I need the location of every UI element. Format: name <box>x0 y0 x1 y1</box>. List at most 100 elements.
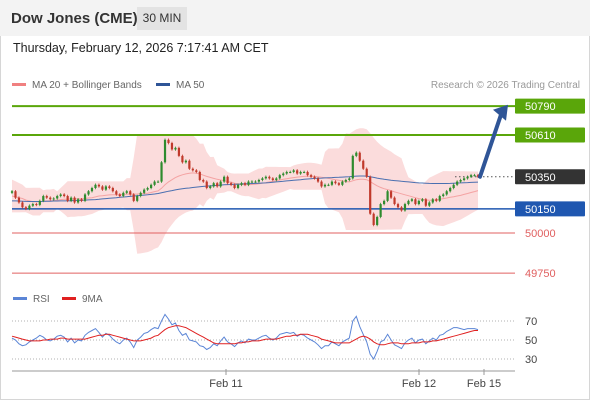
candle-body <box>369 176 372 214</box>
resistance-tag-50790 <box>515 98 585 114</box>
candle-body <box>278 175 281 179</box>
candle-body <box>125 191 128 193</box>
candle-body <box>97 184 101 187</box>
candle-body <box>452 184 455 189</box>
candle-body <box>167 139 170 144</box>
candle-body <box>264 176 267 179</box>
candle-body <box>229 183 233 185</box>
candle-body <box>122 192 125 197</box>
resistance-text-50790: 50790 <box>525 101 556 113</box>
candle-body <box>177 147 181 156</box>
candle-body <box>341 181 344 185</box>
candle-body <box>376 216 379 225</box>
rsi-tick-50: 50 <box>525 335 537 347</box>
candle-body <box>309 175 313 177</box>
candle-body <box>226 176 229 184</box>
candle-body <box>351 155 354 179</box>
candle-body <box>191 168 194 171</box>
candle-body <box>188 160 191 169</box>
candle-body <box>282 173 285 176</box>
candle-body <box>462 178 466 180</box>
candle-body <box>17 197 21 203</box>
candle-body <box>129 191 132 195</box>
candle-body <box>24 207 28 209</box>
candle-body <box>28 205 31 209</box>
candle-body <box>396 204 400 208</box>
candle-body <box>80 199 83 201</box>
legend-item-ma50: MA 50 <box>156 80 204 91</box>
candle-body <box>101 186 104 190</box>
candle-body <box>181 155 184 163</box>
candle-body <box>438 196 441 201</box>
support-text-50150: 50150 <box>525 204 556 216</box>
projection-arrow-head <box>493 104 508 121</box>
candle-body <box>150 184 153 189</box>
rsi-tick-30: 30 <box>525 354 537 366</box>
candle-body <box>83 194 87 201</box>
candle-body <box>299 171 302 174</box>
candle-body <box>313 176 316 179</box>
candle-body <box>254 181 257 183</box>
candle-body <box>449 188 452 192</box>
candle-body <box>320 181 323 187</box>
rsi-ma-swatch <box>62 297 76 300</box>
candle-body <box>355 152 358 156</box>
candle-body <box>49 197 52 200</box>
timeframe-button[interactable]: 30 MIN <box>137 7 187 30</box>
candle-body <box>132 194 135 201</box>
candle-body <box>136 196 139 201</box>
candle-body <box>285 171 288 174</box>
candle-body <box>198 171 201 180</box>
candle-body <box>56 196 59 199</box>
rsi-ma-legend-label: 9MA <box>82 294 103 305</box>
candle-body <box>73 197 76 203</box>
ma50-swatch <box>156 82 170 86</box>
candle-body <box>115 191 118 195</box>
rsi-ma-line <box>11 325 478 346</box>
candle-body <box>90 188 94 192</box>
candle-body <box>330 181 334 185</box>
candle-body <box>476 175 480 177</box>
candle-body <box>316 178 320 182</box>
candle-body <box>31 204 34 206</box>
candle-body <box>111 188 114 192</box>
candle-body <box>240 183 243 185</box>
candle-body <box>146 188 149 190</box>
candle-body <box>160 162 163 182</box>
rsi-legend-label: RSI <box>33 294 50 305</box>
candle-body <box>45 196 48 198</box>
candle-body <box>14 191 17 198</box>
instrument-title: Dow Jones (CME) <box>11 10 138 27</box>
candle-body <box>87 191 90 195</box>
candle-body <box>379 204 382 217</box>
candle-body <box>323 184 327 187</box>
candle-body <box>212 183 215 187</box>
candle-body <box>306 171 309 176</box>
candle-body <box>153 181 156 185</box>
candle-body <box>163 139 167 163</box>
candle-body <box>421 199 424 201</box>
candle-body <box>473 175 476 177</box>
level-labels: 50790 50610 50350 50150 50000 49750 <box>515 98 585 280</box>
candle-body <box>261 178 264 180</box>
candle-body <box>400 207 403 211</box>
candle-body <box>139 192 142 197</box>
candle-body <box>108 186 111 189</box>
candle-body <box>250 181 254 183</box>
candle-body <box>386 191 389 201</box>
candle-body <box>268 176 271 179</box>
candle-body <box>247 181 250 185</box>
header-bar: Dow Jones (CME) 30 MIN <box>0 0 590 36</box>
candle-body <box>271 178 274 180</box>
candle-body <box>410 199 414 201</box>
legend-label-ma20: MA 20 + Bollinger Bands <box>32 80 142 91</box>
candle-body <box>94 184 97 189</box>
bollinger-bands <box>12 128 478 254</box>
candle-body <box>362 160 365 169</box>
candle-body <box>445 191 448 195</box>
candle-body <box>52 198 55 200</box>
rsi-tick-70: 70 <box>525 316 537 328</box>
candle-body <box>417 200 420 205</box>
candle-body <box>372 213 375 225</box>
